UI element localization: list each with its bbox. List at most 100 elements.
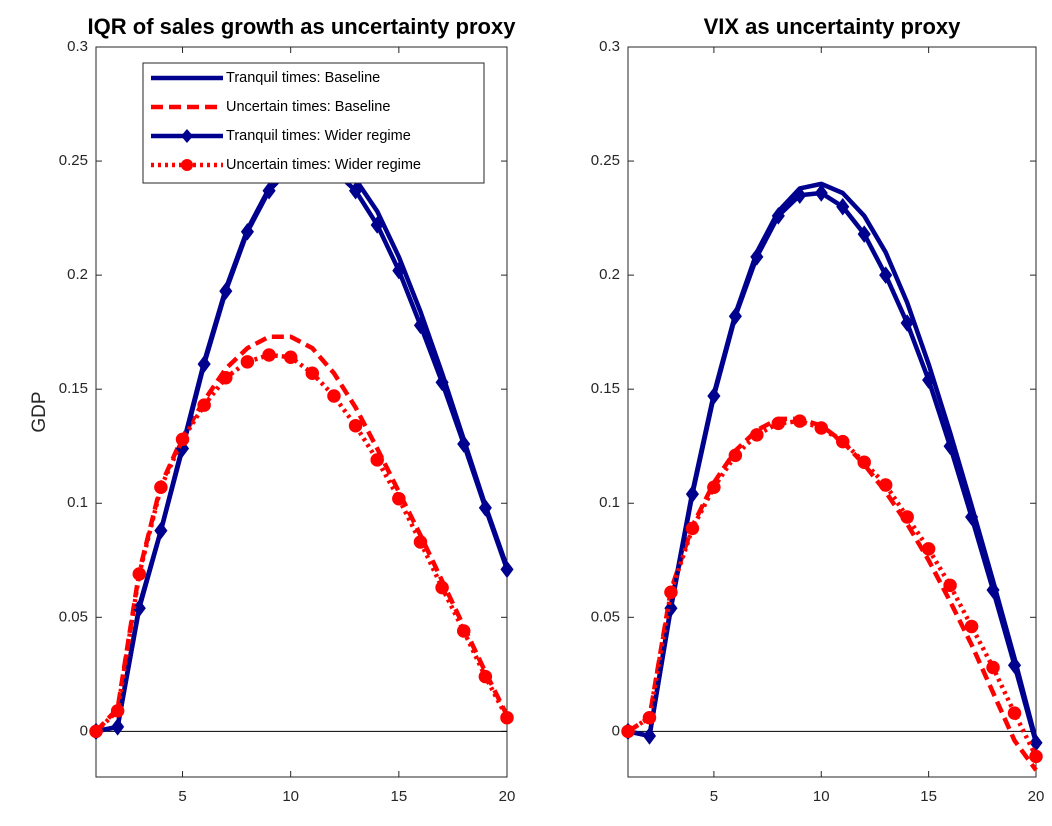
y-tick-label: 0	[80, 722, 88, 739]
marker-diamond	[219, 282, 233, 300]
marker-circle	[305, 366, 320, 380]
marker-circle	[370, 453, 384, 467]
x-tick-label: 15	[390, 788, 407, 805]
marker-diamond	[240, 223, 254, 241]
marker-circle	[392, 491, 406, 506]
legend-label: Tranquil times: Baseline	[226, 70, 380, 86]
y-tick-label: 0.1	[67, 494, 88, 511]
marker-circle	[132, 567, 147, 581]
marker-circle	[175, 432, 190, 447]
marker-circle	[793, 414, 807, 428]
y-tick-label: 0.15	[59, 380, 88, 397]
marker-diamond	[707, 387, 721, 405]
y-tick-label: 0.1	[599, 494, 620, 511]
marker-diamond	[965, 508, 979, 526]
y-tick-label: 0.25	[59, 152, 88, 169]
marker-diamond	[111, 718, 125, 736]
series-line	[94, 352, 509, 734]
series-line	[626, 418, 1039, 758]
marker-diamond	[685, 485, 699, 503]
marker-circle	[814, 421, 829, 435]
legend-marker	[181, 129, 193, 143]
chart-title: IQR of sales growth as uncertainty proxy	[88, 14, 517, 39]
marker-circle	[835, 434, 850, 449]
marker-circle	[283, 350, 298, 364]
legend-label: Tranquil times: Wider regime	[226, 128, 411, 144]
marker-circle	[964, 619, 979, 634]
marker-diamond	[793, 186, 807, 205]
marker-diamond	[771, 207, 785, 225]
x-tick-label: 10	[282, 788, 299, 805]
y-tick-label: 0.15	[591, 380, 620, 397]
marker-diamond	[154, 521, 168, 540]
y-axis-label: GDP	[29, 391, 50, 432]
marker-diamond	[435, 373, 449, 392]
marker-circle	[664, 585, 678, 599]
x-tick-label: 20	[499, 788, 516, 805]
marker-circle	[943, 578, 957, 593]
marker-diamond	[413, 316, 428, 335]
marker-diamond	[197, 355, 211, 373]
y-tick-label: 0.25	[591, 152, 620, 169]
y-tick-label: 0	[612, 722, 620, 739]
y-tick-label: 0.3	[67, 38, 88, 55]
marker-diamond	[642, 727, 657, 745]
marker-circle	[89, 724, 103, 739]
marker-diamond	[392, 261, 406, 280]
legend-label: Uncertain times: Baseline	[226, 99, 390, 115]
y-tick-label: 0.2	[67, 266, 88, 283]
marker-circle	[435, 580, 449, 595]
marker-circle	[857, 455, 871, 469]
marker-circle	[685, 521, 700, 536]
x-tick-label: 5	[178, 788, 186, 805]
marker-circle	[986, 660, 1000, 675]
marker-circle	[728, 448, 743, 463]
marker-diamond	[900, 314, 914, 332]
subplot: IQR of sales growth as uncertainty proxy…	[29, 14, 516, 805]
marker-circle	[262, 348, 276, 362]
marker-circle	[110, 704, 125, 718]
marker-circle	[240, 355, 255, 369]
y-tick-label: 0.05	[591, 608, 620, 625]
marker-circle	[456, 624, 471, 638]
x-tick-label: 20	[1028, 788, 1045, 805]
marker-diamond	[879, 266, 893, 284]
marker-diamond	[262, 181, 276, 200]
marker-circle	[197, 398, 211, 412]
marker-circle	[219, 371, 233, 385]
marker-diamond	[728, 307, 742, 325]
marker-diamond	[370, 216, 384, 234]
marker-circle	[642, 710, 657, 725]
marker-circle	[1007, 706, 1022, 720]
marker-diamond	[349, 181, 363, 200]
y-tick-label: 0.3	[599, 38, 620, 55]
marker-diamond	[478, 499, 492, 517]
marker-circle	[1029, 749, 1043, 764]
legend-marker	[181, 159, 193, 171]
marker-diamond	[750, 248, 764, 266]
marker-circle	[621, 724, 635, 739]
marker-diamond	[1007, 656, 1022, 674]
marker-diamond	[457, 435, 471, 453]
x-tick-label: 5	[710, 788, 718, 805]
marker-diamond	[943, 437, 957, 455]
series-line	[627, 190, 1039, 744]
marker-diamond	[814, 184, 828, 202]
marker-circle	[500, 710, 514, 725]
marker-circle	[348, 418, 363, 433]
legend-box	[142, 62, 485, 184]
marker-diamond	[500, 560, 514, 579]
y-tick-label: 0.2	[599, 266, 620, 283]
marker-circle	[707, 480, 721, 495]
marker-diamond	[857, 225, 871, 243]
marker-diamond	[836, 197, 850, 216]
chart-title: VIX as uncertainty proxy	[704, 14, 962, 39]
marker-circle	[921, 542, 936, 556]
x-tick-label: 10	[813, 788, 830, 805]
x-tick-label: 15	[920, 788, 937, 805]
marker-circle	[327, 389, 341, 403]
marker-circle	[750, 428, 764, 442]
legend-label: Uncertain times: Wider regime	[226, 157, 421, 173]
